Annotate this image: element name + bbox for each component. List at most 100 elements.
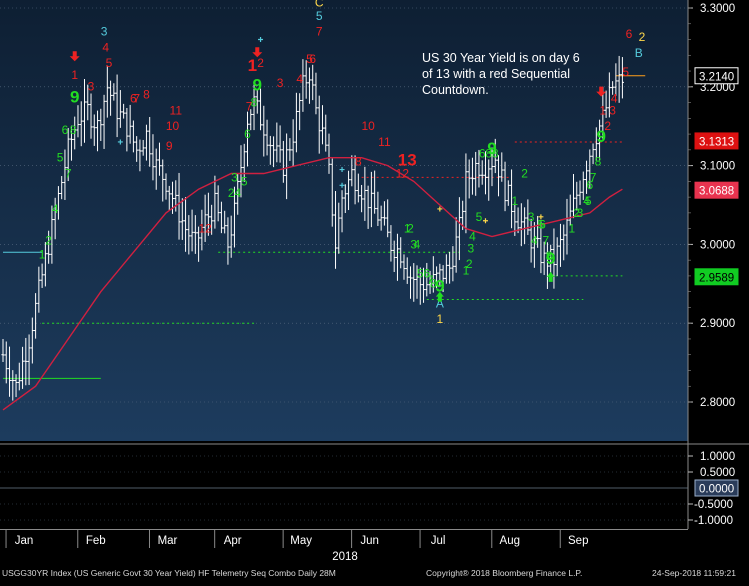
ohlc-bar — [92, 114, 96, 146]
lower-tick-label: 1.0000 — [700, 451, 735, 463]
ohlc-bar — [483, 151, 488, 195]
ohlc-bar — [255, 90, 259, 114]
annotation-line: US 30 Year Yield is on day 6 — [422, 51, 580, 65]
ohlc-bar — [405, 257, 409, 284]
sequential-count-marker: 3 — [467, 241, 474, 255]
ohlc-bar — [108, 80, 113, 116]
ohlc-bar — [448, 251, 452, 284]
plus-marker-icon — [482, 218, 488, 224]
sequential-count-marker: 7 — [246, 99, 253, 113]
ohlc-bar — [14, 374, 18, 398]
ohlc-bar — [340, 190, 344, 233]
ohlc-bar — [545, 242, 550, 289]
ohlc-bar — [180, 198, 184, 240]
sequential-count-marker: 3 — [101, 25, 108, 39]
ohlc-bar — [183, 197, 188, 252]
sequential-count-marker: 4 — [234, 186, 241, 200]
sequential-count-marker: 5 — [538, 218, 545, 232]
sequential-count-marker: 13 — [398, 151, 417, 170]
ohlc-bar — [95, 110, 100, 152]
sequential-count-marker: 5 — [417, 266, 424, 280]
sequential-count-marker: 6 — [479, 147, 486, 161]
ohlc-bar — [441, 265, 445, 293]
ohlc-bar — [324, 114, 328, 152]
ohlc-bar — [73, 116, 77, 150]
sequential-count-marker: 4 — [531, 233, 538, 247]
ohlc-bar — [614, 63, 618, 96]
ohlc-bar — [500, 152, 504, 182]
lower-tick-label: -0.5000 — [694, 499, 733, 511]
price-tag-label: 2.9589 — [699, 272, 734, 284]
price-tag-box — [694, 67, 739, 85]
lower-current-box — [694, 479, 739, 497]
sequential-count-marker: 1 — [463, 263, 470, 277]
sequential-count-marker: 11 — [378, 135, 391, 149]
sequential-count-marker: 1 — [248, 56, 257, 75]
y-tick-label: 3.1000 — [700, 161, 735, 173]
sequential-count-marker: 4 — [296, 72, 303, 86]
month-label: Apr — [224, 535, 242, 547]
ohlc-bar — [115, 74, 119, 138]
ohlc-bar — [519, 203, 523, 247]
ohlc-bar — [239, 145, 243, 198]
month-label: May — [290, 535, 312, 547]
price-tag-label: 3.0688 — [699, 186, 734, 198]
ohlc-bar — [421, 267, 426, 303]
ohlc-bar — [493, 138, 497, 174]
ohlc-bar — [343, 184, 347, 214]
sequential-count-marker: 6 — [62, 123, 69, 137]
ohlc-bar — [604, 90, 608, 118]
ohlc-bar — [210, 204, 214, 235]
sequential-count-marker: 4 — [414, 237, 421, 251]
sequential-count-marker: 1 — [511, 194, 518, 208]
ohlc-bar — [131, 120, 135, 153]
ohlc-bar — [40, 263, 44, 288]
ohlc-bar — [399, 237, 403, 269]
ohlc-bar — [7, 346, 12, 397]
ohlc-bar — [575, 181, 579, 211]
ohlc-bar — [523, 207, 527, 245]
ohlc-bar — [102, 94, 106, 149]
ohlc-bar — [278, 125, 282, 163]
ohlc-bar — [555, 237, 559, 277]
ohlc-bar — [474, 151, 478, 196]
sequential-count-marker: 5 — [306, 52, 313, 66]
plus-marker-icon — [538, 214, 544, 220]
ohlc-bar — [229, 215, 233, 258]
ohlc-bar — [265, 119, 269, 156]
ohlc-bar — [60, 176, 64, 200]
ohlc-bar — [425, 262, 429, 297]
ohlc-bar — [330, 158, 334, 227]
sequential-count-marker: A — [436, 296, 444, 310]
ohlc-bar — [470, 157, 475, 195]
ohlc-bar — [288, 138, 292, 161]
sequential-count-marker: 9 — [596, 127, 605, 146]
ohlc-bar — [311, 64, 315, 101]
price-tag: 2.9589 — [694, 268, 739, 286]
sequential-count-marker: 4 — [469, 229, 476, 243]
sequential-count-marker: 7 — [542, 233, 549, 247]
ohlc-bar — [565, 198, 569, 255]
sequential-count-marker: 4 — [583, 194, 590, 208]
sequential-count-marker: C — [315, 0, 324, 9]
ohlc-bar — [529, 218, 533, 263]
ohlc-bar — [327, 133, 331, 174]
ohlc-bar — [597, 119, 602, 161]
ohlc-bar — [17, 362, 21, 391]
ohlc-bar — [369, 171, 373, 228]
ohlc-bar — [464, 153, 468, 234]
sequential-count-marker: 8 — [355, 155, 362, 169]
ohlc-bar — [99, 108, 103, 141]
ohlc-bar — [291, 119, 295, 167]
ohlc-bar — [66, 127, 70, 182]
ohlc-bar — [232, 186, 237, 248]
sequential-count-marker: 8 — [485, 147, 492, 161]
ohlc-bar — [454, 217, 458, 273]
ohlc-bar — [69, 125, 74, 161]
ohlc-bar — [252, 83, 256, 131]
annotation-line: Countdown. — [422, 83, 489, 97]
ohlc-bar — [148, 117, 152, 167]
sequential-count-marker: 6 — [586, 178, 593, 192]
month-label: Jan — [15, 535, 34, 547]
sequential-count-marker: 8 — [546, 249, 553, 263]
